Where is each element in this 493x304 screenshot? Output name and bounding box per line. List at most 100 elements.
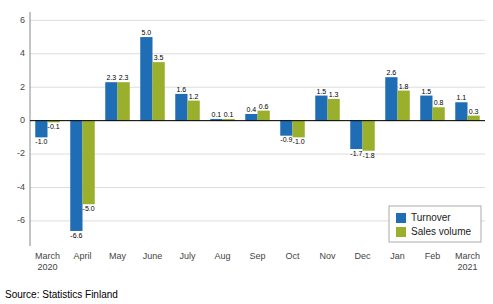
y-tick-label: -4 xyxy=(17,182,25,192)
data-label: 2.3 xyxy=(119,74,129,81)
chart-container: -6-4-20246-1.0-6.62.35.01.60.10.4-0.91.5… xyxy=(0,0,493,304)
x-tick-line: 2020 xyxy=(37,262,57,272)
x-tick-line: Nov xyxy=(319,251,336,261)
data-label: 2.3 xyxy=(107,74,117,81)
x-tick-label: April xyxy=(73,251,91,261)
data-label: 1.5 xyxy=(422,88,432,95)
x-tick-label: Jan xyxy=(390,251,405,261)
legend-label: Sales volume xyxy=(411,226,471,237)
grid-line xyxy=(30,20,485,21)
bar xyxy=(433,107,445,120)
x-tick-line: Dec xyxy=(354,251,371,261)
x-tick-line: Oct xyxy=(285,251,300,261)
grid-line xyxy=(30,87,485,88)
grid-line xyxy=(30,154,485,155)
data-label: 1.1 xyxy=(457,94,467,101)
bar xyxy=(83,121,95,205)
data-label: 0.3 xyxy=(469,108,479,115)
y-tick-label: -6 xyxy=(17,215,25,225)
data-label: -0.1 xyxy=(48,123,60,130)
bar xyxy=(420,96,432,121)
data-label: -0.9 xyxy=(280,136,292,143)
bar xyxy=(293,121,305,138)
page: {"chart_data": { "type": "bar", "categor… xyxy=(0,0,493,304)
chart: -6-4-20246-1.0-6.62.35.01.60.10.4-0.91.5… xyxy=(0,0,493,304)
grid xyxy=(30,20,485,221)
x-tick-label: May xyxy=(109,251,127,261)
x-tick-label: Aug xyxy=(214,251,230,261)
x-tick-label: July xyxy=(179,251,196,261)
legend-swatch xyxy=(396,213,406,223)
legend-swatch xyxy=(396,227,406,237)
x-tick-line: March xyxy=(455,251,480,261)
bar xyxy=(363,121,375,151)
bar xyxy=(258,111,270,121)
x-tick-line: April xyxy=(73,251,91,261)
x-tick-label: Sep xyxy=(249,251,265,261)
data-label: 2.6 xyxy=(387,69,397,76)
x-tick-label: June xyxy=(143,251,163,261)
data-label: 0.8 xyxy=(434,99,444,106)
x-tick-label: Oct xyxy=(285,251,300,261)
data-label: 1.5 xyxy=(317,88,327,95)
data-label: 3.5 xyxy=(154,54,164,61)
data-label: -6.6 xyxy=(70,232,82,239)
y-tick-label: 2 xyxy=(20,82,25,92)
bar xyxy=(398,91,410,121)
y-tick-label: 4 xyxy=(20,48,25,58)
bar xyxy=(105,82,117,120)
x-tick-line: Aug xyxy=(214,251,230,261)
data-label: 1.3 xyxy=(329,91,339,98)
x-tick-labels: March2020AprilMayJuneJulyAugSepOctNovDec… xyxy=(35,251,480,272)
grid-line xyxy=(30,53,485,54)
x-tick-line: Feb xyxy=(425,251,441,261)
data-label: 0.1 xyxy=(212,111,222,118)
bar xyxy=(280,121,292,136)
x-tick-line: March xyxy=(35,251,60,261)
y-axis-line xyxy=(30,12,31,246)
data-label: 1.8 xyxy=(399,83,409,90)
data-label: 5.0 xyxy=(142,29,152,36)
x-tick-label: March2020 xyxy=(35,251,60,272)
bar xyxy=(35,121,47,138)
data-label: 1.6 xyxy=(177,86,187,93)
y-tick-label: 6 xyxy=(20,15,25,25)
data-label: -1.8 xyxy=(363,152,375,159)
x-tick-label: Dec xyxy=(354,251,371,261)
x-tick-line: May xyxy=(109,251,127,261)
source-text: Source: Statistics Finland xyxy=(5,289,118,300)
data-label: 0.1 xyxy=(224,111,234,118)
bar xyxy=(468,116,480,121)
bar xyxy=(188,101,200,121)
x-tick-label: Nov xyxy=(319,251,336,261)
y-tick-label: 0 xyxy=(20,115,25,125)
bar xyxy=(245,114,257,121)
grid-line xyxy=(30,187,485,188)
bar xyxy=(118,82,130,120)
bar xyxy=(350,121,362,149)
grid-line xyxy=(30,120,485,121)
legend-box xyxy=(389,206,481,242)
bar xyxy=(315,96,327,121)
x-tick-line: Sep xyxy=(249,251,265,261)
data-label: -1.0 xyxy=(293,138,305,145)
bar xyxy=(140,37,152,121)
legend: Turnover Sales volume xyxy=(389,206,481,242)
bar xyxy=(328,99,340,121)
y-tick-label: -2 xyxy=(17,148,25,158)
bars xyxy=(35,37,480,231)
x-tick-line: June xyxy=(143,251,163,261)
bar xyxy=(385,77,397,120)
bar xyxy=(153,62,165,120)
legend-label: Turnover xyxy=(411,212,451,223)
data-label: -1.0 xyxy=(35,138,47,145)
x-tick-label: March2021 xyxy=(455,251,480,272)
data-label: 0.6 xyxy=(259,103,269,110)
x-tick-line: 2021 xyxy=(457,262,477,272)
x-tick-label: Feb xyxy=(425,251,441,261)
bar xyxy=(175,94,187,121)
data-label: 1.2 xyxy=(189,93,199,100)
data-label: -5.0 xyxy=(83,205,95,212)
bar xyxy=(70,121,82,231)
x-tick-line: July xyxy=(179,251,196,261)
